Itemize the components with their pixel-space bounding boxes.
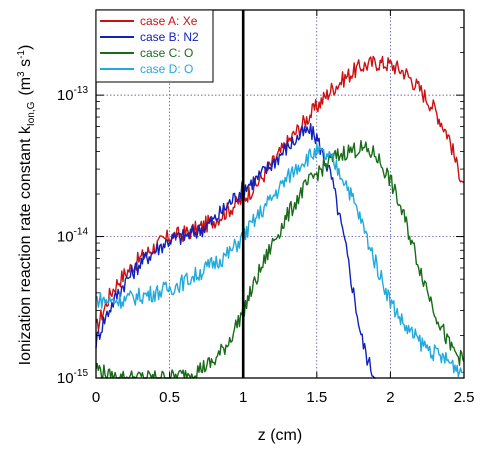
- y-axis-label-units: (m: [17, 77, 34, 96]
- x-tick-label: 1: [239, 389, 247, 406]
- x-axis-label: z (cm): [258, 427, 302, 444]
- legend-label: case D: O: [140, 62, 193, 76]
- y-tick-label: 10-14: [57, 227, 89, 246]
- series-line-4: [95, 142, 465, 378]
- y-tick-label: 10-15: [57, 368, 89, 387]
- y-axis-label: Ionization reaction rate constant kIon,G…: [16, 45, 37, 366]
- series-line-2: [95, 122, 376, 379]
- y-axis-label-units-mid: s: [17, 59, 34, 71]
- x-tick-label: 2.5: [454, 389, 475, 406]
- y-axis-label-sub: Ion,G: [26, 101, 37, 126]
- tick-layer: 0 0.5 1 1.5 2 2.5 10-15 10-14 10-13: [57, 9, 475, 406]
- legend-label: case A: Xe: [140, 14, 198, 28]
- x-tick-label: 0: [92, 389, 100, 406]
- x-tick-label: 0.5: [159, 389, 180, 406]
- y-axis-label-units-exp2: -1: [16, 50, 27, 59]
- y-axis-label-units-exp: 3: [16, 71, 27, 77]
- series-layer: [95, 55, 465, 379]
- x-tick-label: 1.5: [306, 389, 327, 406]
- series-line-1: [95, 55, 465, 332]
- y-tick-label: 10-13: [57, 85, 89, 104]
- legend-label: case B: N2: [140, 30, 199, 44]
- legend: case A: Xe case B: N2 case C: O case D: O: [95, 9, 214, 83]
- x-tick-label: 2: [386, 389, 394, 406]
- y-axis-label-units-close: ): [17, 45, 34, 50]
- y-axis-label-main: Ionization reaction rate constant k: [17, 125, 34, 365]
- legend-label: case C: O: [140, 46, 193, 60]
